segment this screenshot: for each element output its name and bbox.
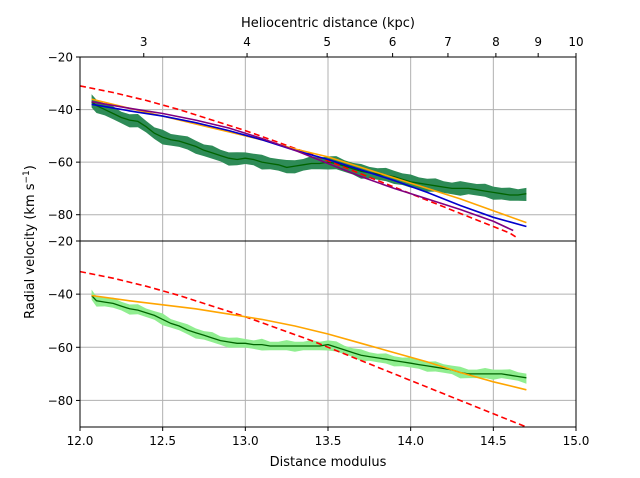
top-y-tick-label: −40	[48, 103, 73, 117]
bottom-panel-series	[80, 270, 529, 427]
top-x-tick-label: 8	[492, 35, 500, 49]
top-x-tick-label: 6	[389, 35, 397, 49]
top-axis-label: Heliocentric distance (kpc)	[241, 16, 415, 31]
bottom-y-tick-label: −20	[48, 235, 73, 249]
data-dark-line	[91, 101, 527, 196]
data-light-line	[91, 295, 527, 379]
top-x-tick-label: 5	[323, 35, 331, 49]
x-tick-label: 13.0	[232, 434, 259, 448]
y-axis-label-main: Radial velocity (km s	[23, 183, 38, 319]
top-x-tick-label: 7	[444, 35, 452, 49]
top-x-tick-label: 3	[140, 35, 148, 49]
top-x-tick-label: 4	[243, 35, 251, 49]
top-x-tick-label: 9	[534, 35, 542, 49]
model-blue-line	[91, 103, 527, 228]
top-x-tick-label: 10	[568, 35, 583, 49]
x-tick-label: 14.5	[480, 434, 507, 448]
y-axis-label-superscript: −1	[22, 170, 32, 183]
top-y-tick-label: −80	[48, 208, 73, 222]
model-dashed-line	[80, 270, 529, 427]
x-axis-label: Distance modulus	[270, 455, 387, 470]
x-tick-label: 12.0	[67, 434, 94, 448]
data-dark-uncertainty-band	[91, 94, 527, 201]
x-tick-label: 14.0	[397, 434, 424, 448]
top-y-tick-label: −60	[48, 156, 73, 170]
bottom-y-tick-label: −80	[48, 394, 73, 408]
x-tick-label: 12.5	[149, 434, 176, 448]
bottom-panel-grid	[80, 241, 576, 427]
y-axis-label-end: )	[23, 165, 38, 170]
top-y-tick-label: −20	[48, 51, 73, 65]
model-purple-line	[91, 100, 514, 232]
top-panel-series	[80, 85, 527, 240]
bottom-y-tick-label: −40	[48, 288, 73, 302]
bottom-y-tick-label: −60	[48, 341, 73, 355]
y-axis-label: Radial velocity (km s−1)	[22, 165, 38, 319]
x-tick-label: 13.5	[315, 434, 342, 448]
axis-ticks: −20 −40 −60 −80 −20 −40 −60 −80 12.0 12.5 13.0 13.5…	[48, 35, 590, 448]
x-tick-label: 15.0	[563, 434, 590, 448]
model-orange-line	[91, 294, 527, 391]
data-light-uncertainty-band	[91, 289, 527, 384]
